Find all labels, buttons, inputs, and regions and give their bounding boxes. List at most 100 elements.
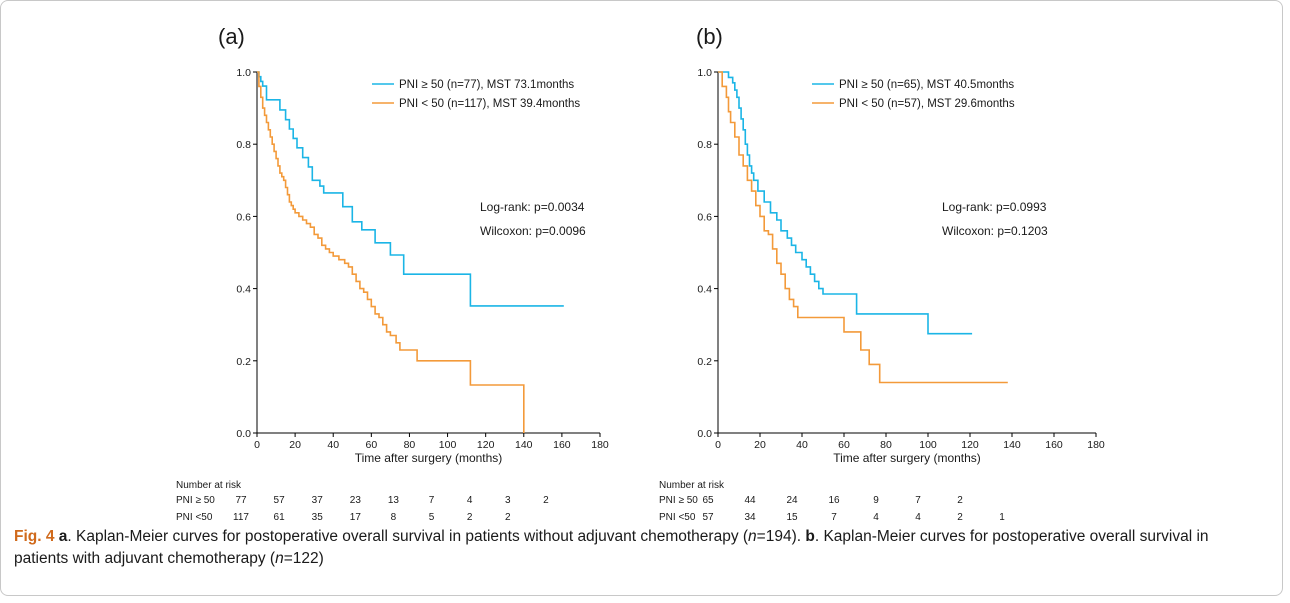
risk-value: 44 xyxy=(744,495,756,506)
figure-caption: Fig. 4 a. Kaplan-Meier curves for postop… xyxy=(14,526,1264,570)
survival-curve-pni-low xyxy=(257,71,525,433)
stat-annotation: Log-rank: p=0.0993 xyxy=(942,200,1047,214)
x-tick-label: 20 xyxy=(754,439,766,451)
x-tick-label: 140 xyxy=(1003,439,1021,451)
risk-value: 17 xyxy=(350,512,362,523)
survival-curve-pni-low xyxy=(718,71,1008,384)
x-tick-label: 100 xyxy=(919,439,937,451)
x-tick-label: 80 xyxy=(880,439,892,451)
chart-panel-b: (b) 0.0 0.2 0.4 0.6 0.8 1.0 0 20 40 60 80 100 120 140 1… xyxy=(659,24,1105,523)
x-tick-label: 80 xyxy=(404,439,416,451)
chart-panel-a: (a) 0.0 0.2 0.4 0.6 0.8 1.0 0 20 40 60 80 100 120 140 1… xyxy=(176,24,609,523)
y-tick-label: 0.6 xyxy=(697,211,712,223)
y-tick-label: 1.0 xyxy=(697,67,712,79)
y-tick-label: 0.6 xyxy=(236,211,251,223)
y-tick-label: 0.2 xyxy=(697,356,712,368)
risk-value: 9 xyxy=(873,495,879,506)
caption-panel-a-label: a xyxy=(58,528,68,545)
stat-annotation: Wilcoxon: p=0.0096 xyxy=(480,224,586,238)
caption-panel-a-n-value: =194). xyxy=(756,528,806,545)
risk-row-label: PNI <50 xyxy=(176,512,213,523)
risk-value: 37 xyxy=(312,495,324,506)
risk-value: 2 xyxy=(957,495,963,506)
stat-annotation: Wilcoxon: p=0.1203 xyxy=(942,224,1048,238)
risk-value: 61 xyxy=(274,512,286,523)
risk-value: 2 xyxy=(957,512,963,523)
y-tick-label: 0.0 xyxy=(697,428,712,440)
panel-label: (a) xyxy=(218,24,245,49)
risk-table-title: Number at risk xyxy=(659,480,725,491)
caption-panel-a-text: . Kaplan-Meier curves for postoperative … xyxy=(67,528,749,545)
x-tick-label: 140 xyxy=(515,439,533,451)
risk-value: 7 xyxy=(831,512,837,523)
x-tick-label: 180 xyxy=(1087,439,1105,451)
risk-value: 2 xyxy=(467,512,473,523)
figure-label: Fig. 4 xyxy=(14,528,55,545)
x-tick-label: 120 xyxy=(477,439,495,451)
risk-table-title: Number at risk xyxy=(176,480,242,491)
x-tick-label: 100 xyxy=(439,439,457,451)
caption-panel-a-n-symbol: n xyxy=(748,528,757,545)
risk-value: 7 xyxy=(429,495,435,506)
y-tick-label: 0.0 xyxy=(236,428,251,440)
figure-plots: (a)0.00.20.40.60.81.00 20 40 60 80 100 120 140 1… xyxy=(176,24,1105,523)
y-tick-label: 0.8 xyxy=(697,139,712,151)
x-tick-label: 160 xyxy=(1045,439,1063,451)
risk-value: 13 xyxy=(388,495,400,506)
risk-value: 35 xyxy=(312,512,324,523)
y-tick-label: 1.0 xyxy=(236,67,251,79)
risk-value: 57 xyxy=(274,495,286,506)
risk-value: 4 xyxy=(915,512,921,523)
risk-row-label: PNI <50 xyxy=(659,512,696,523)
y-tick-label: 0.8 xyxy=(236,139,251,151)
risk-value: 7 xyxy=(915,495,921,506)
x-axis-label: Time after surgery (months) xyxy=(833,451,981,465)
risk-row-label: PNI ≥ 50 xyxy=(176,495,215,506)
risk-value: 5 xyxy=(429,512,435,523)
risk-value: 8 xyxy=(391,512,397,523)
risk-value: 57 xyxy=(702,512,714,523)
caption-panel-b-n-symbol: n xyxy=(275,550,284,567)
risk-value: 77 xyxy=(235,495,247,506)
legend-label: PNI ≥ 50 (n=77), MST 73.1months xyxy=(399,79,574,91)
risk-value: 2 xyxy=(543,495,549,506)
risk-row-label: PNI ≥ 50 xyxy=(659,495,698,506)
x-tick-label: 0 xyxy=(715,439,721,451)
x-tick-label: 60 xyxy=(838,439,850,451)
risk-value: 4 xyxy=(873,512,879,523)
risk-value: 4 xyxy=(467,495,473,506)
panel-label: (b) xyxy=(696,24,723,49)
survival-curve-pni-high xyxy=(257,71,564,307)
x-tick-label: 0 xyxy=(254,439,260,451)
x-tick-label: 120 xyxy=(961,439,979,451)
legend-label: PNI ≥ 50 (n=65), MST 40.5months xyxy=(839,79,1014,91)
risk-value: 24 xyxy=(786,495,798,506)
risk-value: 65 xyxy=(702,495,714,506)
x-tick-label: 40 xyxy=(796,439,808,451)
risk-value: 117 xyxy=(233,512,249,523)
y-tick-label: 0.4 xyxy=(236,284,251,296)
risk-value: 3 xyxy=(505,495,511,506)
caption-panel-b-label: b xyxy=(805,528,815,545)
caption-panel-b-text: . Kaplan-Meier curves for postoperative … xyxy=(14,528,1209,567)
survival-curve-pni-high xyxy=(718,71,973,335)
y-tick-label: 0.2 xyxy=(236,356,251,368)
risk-value: 2 xyxy=(505,512,511,523)
x-tick-label: 60 xyxy=(365,439,377,451)
legend-label: PNI < 50 (n=117), MST 39.4months xyxy=(399,98,580,110)
x-axis-label: Time after surgery (months) xyxy=(355,451,503,465)
x-tick-label: 20 xyxy=(289,439,301,451)
risk-value: 23 xyxy=(350,495,362,506)
legend-label: PNI < 50 (n=57), MST 29.6months xyxy=(839,98,1015,110)
x-tick-label: 40 xyxy=(327,439,339,451)
stat-annotation: Log-rank: p=0.0034 xyxy=(480,200,585,214)
risk-value: 34 xyxy=(744,512,756,523)
risk-value: 15 xyxy=(786,512,798,523)
risk-value: 1 xyxy=(999,512,1005,523)
x-tick-label: 180 xyxy=(591,439,609,451)
y-tick-label: 0.4 xyxy=(697,284,712,296)
x-tick-label: 160 xyxy=(553,439,571,451)
risk-value: 16 xyxy=(828,495,840,506)
caption-panel-b-n-value: =122) xyxy=(283,550,324,567)
